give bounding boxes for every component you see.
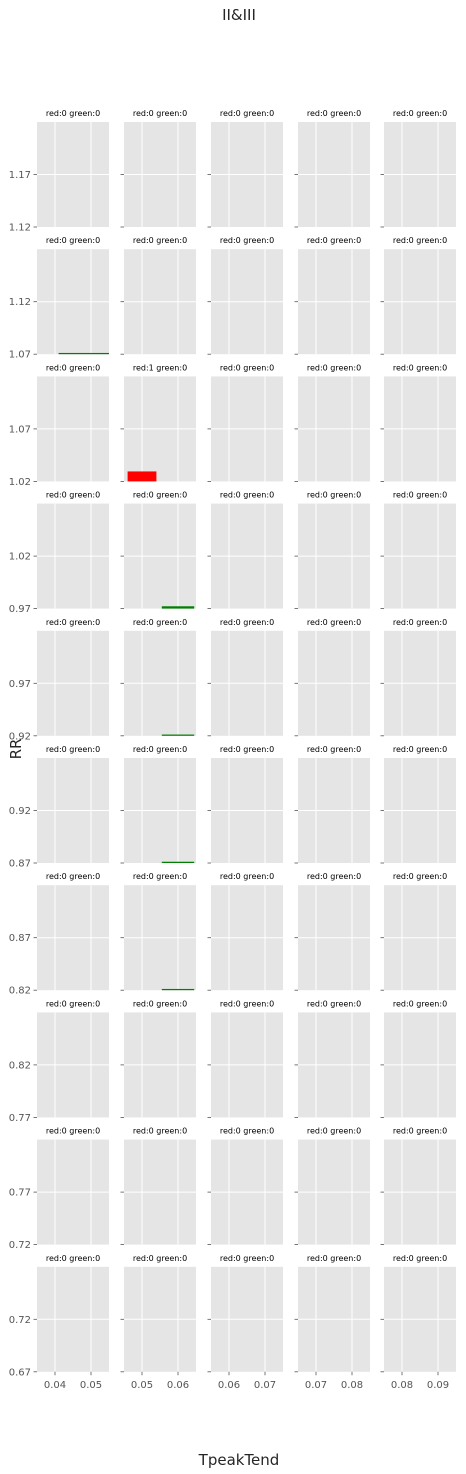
panel-title: red:0 green:0	[393, 363, 447, 372]
panel-title: red:0 green:0	[307, 491, 361, 500]
panel-title: red:0 green:0	[46, 109, 100, 118]
y-tick-label: 0.77	[9, 1188, 31, 1199]
panel-title: red:0 green:0	[220, 1127, 274, 1136]
panel-title: red:0 green:0	[307, 1127, 361, 1136]
panel-title: red:0 green:0	[307, 236, 361, 245]
panel-title: red:0 green:0	[46, 1254, 100, 1263]
green-bar	[161, 606, 195, 609]
red-bar	[127, 471, 157, 482]
figure-ylabel: RR	[7, 739, 25, 760]
y-tick-label: 1.12	[9, 297, 31, 308]
panel-title: red:0 green:0	[133, 1127, 187, 1136]
panel-title: red:0 green:0	[220, 745, 274, 754]
panel-title: red:0 green:0	[133, 618, 187, 627]
green-bar	[161, 734, 195, 736]
y-tick-label: 0.77	[9, 1113, 31, 1124]
panel-title: red:0 green:0	[46, 236, 100, 245]
y-tick-label: 0.97	[9, 679, 31, 690]
y-tick-label: 0.72	[9, 1315, 31, 1326]
panel-title: red:0 green:0	[307, 745, 361, 754]
y-tick-label: 1.12	[9, 223, 31, 234]
y-tick-label: 0.87	[9, 859, 31, 870]
y-tick-label: 1.02	[9, 552, 31, 563]
panel-title: red:0 green:0	[393, 872, 447, 881]
y-tick-label: 0.82	[9, 1060, 31, 1071]
figure-title: II&III	[222, 6, 256, 24]
panel-title: red:0 green:0	[220, 491, 274, 500]
panel-title: red:0 green:0	[220, 872, 274, 881]
panel-title: red:0 green:0	[46, 491, 100, 500]
panel-title: red:0 green:0	[46, 618, 100, 627]
figure-xlabel: TpeakTend	[198, 1451, 280, 1469]
green-bar	[58, 352, 109, 355]
x-tick-label: 0.07	[254, 1380, 276, 1391]
panel-title: red:0 green:0	[393, 1127, 447, 1136]
panel-title: red:0 green:0	[307, 1254, 361, 1263]
y-tick-label: 0.97	[9, 604, 31, 615]
panel-title: red:0 green:0	[133, 109, 187, 118]
panel-title: red:0 green:0	[46, 745, 100, 754]
y-tick-label: 0.67	[9, 1367, 31, 1378]
panel-title: red:0 green:0	[220, 1254, 274, 1263]
panel-title: red:0 green:0	[393, 999, 447, 1008]
panel-title: red:0 green:0	[393, 745, 447, 754]
panel-title: red:0 green:0	[220, 109, 274, 118]
y-tick-label: 1.02	[9, 477, 31, 488]
y-tick-label: 0.92	[9, 731, 31, 742]
panel-title: red:0 green:0	[307, 999, 361, 1008]
panel-grid: red:0 green:0 red:0 green:0 red:0 green:0 r…	[9, 109, 456, 1391]
panel-title: red:1 green:0	[133, 363, 187, 372]
y-tick-label: 0.87	[9, 933, 31, 944]
panel-title: red:0 green:0	[133, 872, 187, 881]
panel-title: red:0 green:0	[133, 1254, 187, 1263]
panel-title: red:0 green:0	[307, 109, 361, 118]
y-tick-label: 1.17	[9, 170, 31, 181]
panel-title: red:0 green:0	[393, 491, 447, 500]
panel-title: red:0 green:0	[220, 363, 274, 372]
x-tick-label: 0.06	[218, 1380, 240, 1391]
panel-title: red:0 green:0	[220, 999, 274, 1008]
x-tick-label: 0.05	[131, 1380, 153, 1391]
x-tick-label: 0.08	[391, 1380, 413, 1391]
panel-title: red:0 green:0	[393, 618, 447, 627]
x-tick-label: 0.08	[341, 1380, 363, 1391]
panel-title: red:0 green:0	[307, 872, 361, 881]
panel-title: red:0 green:0	[393, 1254, 447, 1263]
panel-title: red:0 green:0	[46, 872, 100, 881]
panel-title: red:0 green:0	[133, 999, 187, 1008]
panel-title: red:0 green:0	[307, 618, 361, 627]
x-tick-label: 0.05	[80, 1380, 102, 1391]
x-tick-label: 0.09	[427, 1380, 449, 1391]
panel-title: red:0 green:0	[133, 491, 187, 500]
panel-title: red:0 green:0	[220, 618, 274, 627]
green-bar	[161, 988, 195, 991]
green-bar	[161, 861, 195, 863]
panel-title: red:0 green:0	[220, 236, 274, 245]
panel-title: red:0 green:0	[133, 745, 187, 754]
y-tick-label: 0.82	[9, 986, 31, 997]
y-tick-label: 1.07	[9, 424, 31, 435]
panel-title: red:0 green:0	[46, 1127, 100, 1136]
panel-title: red:0 green:0	[393, 236, 447, 245]
x-tick-label: 0.07	[305, 1380, 327, 1391]
x-tick-label: 0.04	[44, 1380, 66, 1391]
panel-title: red:0 green:0	[307, 363, 361, 372]
panel-title: red:0 green:0	[393, 109, 447, 118]
x-tick-label: 0.06	[167, 1380, 189, 1391]
panel-title: red:0 green:0	[133, 236, 187, 245]
y-tick-label: 1.07	[9, 350, 31, 361]
panel-title: red:0 green:0	[46, 363, 100, 372]
panel-title: red:0 green:0	[46, 999, 100, 1008]
y-tick-label: 0.92	[9, 806, 31, 817]
y-tick-label: 0.72	[9, 1240, 31, 1251]
